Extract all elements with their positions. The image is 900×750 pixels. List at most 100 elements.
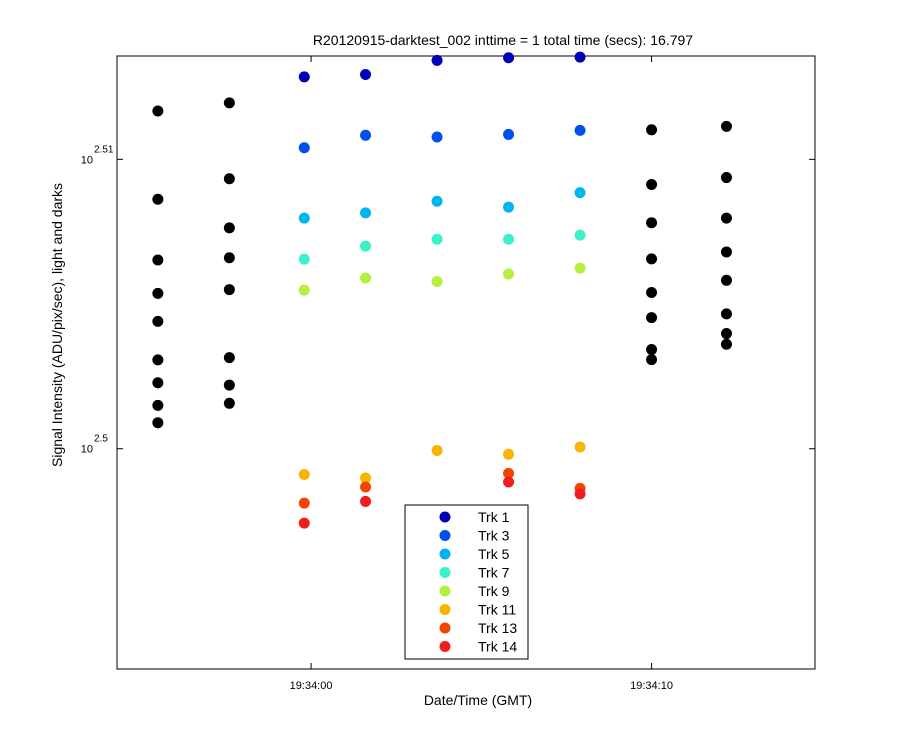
data-point (431, 195, 443, 207)
data-point (574, 187, 586, 199)
data-point (360, 472, 372, 484)
data-point (574, 229, 586, 241)
data-point (646, 124, 658, 136)
series-trk-11 (298, 441, 586, 484)
data-point (152, 315, 164, 327)
y-axis-label: Signal Intensity (ADU/pix/sec), light an… (49, 183, 65, 467)
data-point (152, 377, 164, 389)
data-point (503, 268, 515, 280)
data-point (646, 253, 658, 265)
y-tick-label-exponent: 2.5 (94, 434, 108, 445)
data-point (646, 179, 658, 191)
data-point (646, 354, 658, 366)
data-point (223, 379, 235, 391)
data-point (152, 193, 164, 205)
data-point (223, 284, 235, 296)
data-point (298, 517, 310, 529)
data-point (298, 469, 310, 481)
data-point (298, 212, 310, 224)
data-point (574, 488, 586, 500)
data-point (298, 497, 310, 509)
legend-marker (439, 567, 451, 578)
series-trk-14 (298, 476, 586, 529)
data-point (298, 142, 310, 154)
legend-marker (439, 548, 451, 560)
data-point (646, 286, 658, 298)
data-point (720, 274, 732, 286)
data-point (360, 481, 372, 493)
data-point (646, 343, 658, 355)
data-point (360, 207, 372, 219)
data-point (503, 128, 515, 140)
data-point (574, 51, 586, 63)
data-point (360, 495, 372, 507)
legend-entry-label: Trk 5 (478, 546, 510, 562)
data-point (152, 105, 164, 117)
chart-title: R20120915-darktest_002 inttime = 1 total… (313, 32, 693, 48)
y-tick-label-base: 10 (81, 154, 93, 166)
data-point (646, 217, 658, 229)
data-point (431, 54, 443, 66)
data-point (503, 52, 515, 64)
data-point (503, 476, 515, 488)
data-point (223, 222, 235, 234)
data-point (360, 69, 372, 81)
data-point (720, 172, 732, 184)
series-trk-3 (298, 124, 586, 154)
data-point (223, 397, 235, 409)
legend-entry-label: Trk 14 (478, 639, 517, 655)
data-point (298, 71, 310, 83)
data-point (223, 173, 235, 185)
data-point (574, 441, 586, 453)
data-point (360, 240, 372, 252)
data-point (223, 252, 235, 264)
x-axis-label: Date/Time (GMT) (424, 692, 532, 708)
data-point (503, 201, 515, 213)
series-trk-13 (298, 467, 586, 509)
data-point (223, 352, 235, 364)
legend-box (404, 504, 529, 660)
data-point (720, 212, 732, 224)
data-point (503, 467, 515, 479)
y-tick-label-base: 10 (81, 444, 93, 456)
legend-marker (439, 622, 451, 634)
series-trk-7 (298, 229, 586, 265)
data-point (152, 287, 164, 299)
data-point (360, 129, 372, 141)
legend: Trk 1 Trk 3 Trk 5 Trk 7 Trk 9 Trk 11 Trk 13 Trk… (404, 504, 529, 660)
legend-entry-label: Trk 7 (478, 565, 510, 581)
data-point (360, 272, 372, 284)
legend-marker (439, 530, 451, 541)
legend-entry-label: Trk 1 (478, 509, 510, 525)
data-point (720, 246, 732, 258)
legend-entry-label: Trk 9 (478, 583, 510, 599)
data-point (574, 124, 586, 136)
data-point (720, 120, 732, 132)
legend-marker (439, 604, 451, 615)
data-point (298, 253, 310, 265)
data-point (503, 233, 515, 245)
legend-entry-label: Trk 11 (478, 602, 516, 618)
data-point (431, 444, 443, 456)
legend-marker (439, 641, 451, 652)
series-dark (152, 97, 732, 429)
data-point (431, 131, 443, 143)
data-point (152, 417, 164, 429)
data-point (152, 354, 164, 366)
data-points (152, 51, 732, 529)
legend-marker (439, 585, 451, 597)
data-point (152, 399, 164, 411)
data-point (720, 328, 732, 340)
data-point (431, 275, 443, 287)
data-point (152, 254, 164, 266)
x-tick-label: 19:34:10 (630, 680, 673, 692)
x-tick-label: 19:34:00 (290, 680, 333, 692)
series-trk-9 (298, 262, 586, 296)
data-point (574, 262, 586, 274)
legend-entry-label: Trk 3 (478, 528, 510, 544)
data-point (298, 284, 310, 296)
series-trk-5 (298, 187, 586, 224)
data-point (223, 97, 235, 109)
